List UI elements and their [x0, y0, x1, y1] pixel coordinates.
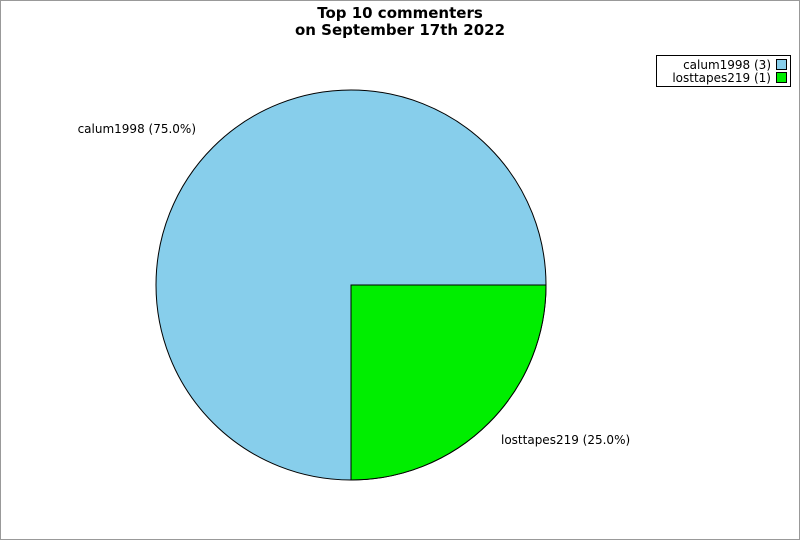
slice-label-calum1998: calum1998 (75.0%): [77, 122, 196, 136]
slice-label-losttapes219: losttapes219 (25.0%): [501, 433, 631, 447]
legend-swatch-blue: [776, 59, 787, 70]
chart-title-line1: Top 10 commenters: [317, 4, 483, 22]
legend-item-calum1998: calum1998 (3): [660, 57, 787, 72]
legend-swatch-green: [776, 72, 787, 83]
chart-title-line2: on September 17th 2022: [294, 20, 506, 39]
legend-label: losttapes219 (1): [672, 70, 771, 85]
legend-item-losttapes219: losttapes219 (1): [660, 70, 787, 85]
pie-slice-losttapes219: [350, 284, 547, 481]
legend: calum1998 (3) losttapes219 (1): [656, 55, 791, 87]
legend-label: calum1998 (3): [683, 57, 771, 72]
chart-title: Top 10 commenters on September 17th 2022: [1, 5, 799, 38]
